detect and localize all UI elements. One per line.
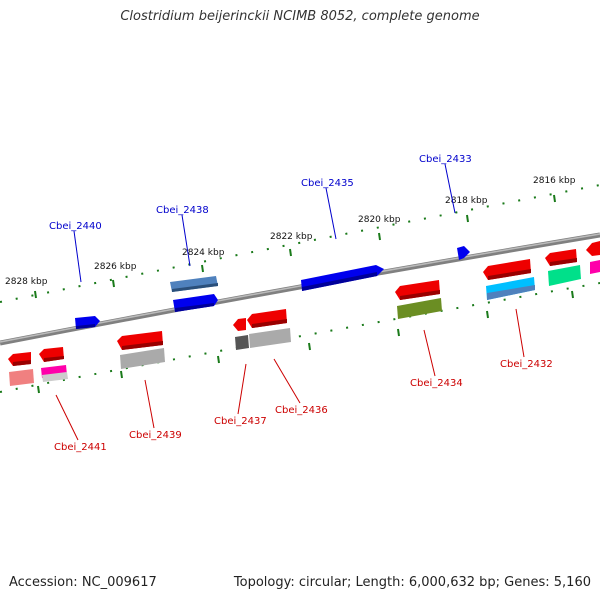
reverse-gene[interactable] (235, 335, 249, 350)
scale-label: 2816 kbp (533, 176, 576, 186)
scale-label: 2828 kbp (5, 277, 48, 287)
reverse-gene[interactable] (395, 280, 440, 300)
forward-gene[interactable] (301, 265, 384, 291)
outer-scale-ring (0, 184, 600, 303)
reverse-gene[interactable] (41, 365, 68, 382)
gene-label-reverse[interactable]: Cbei_2432 (500, 359, 553, 370)
gene-label-reverse[interactable]: Cbei_2441 (54, 442, 107, 453)
scale-label: 2826 kbp (94, 262, 137, 272)
forward-gene[interactable] (173, 294, 218, 312)
reverse-gene[interactable] (8, 352, 31, 366)
major-tick (120, 370, 123, 379)
gene-label-reverse[interactable]: Cbei_2434 (410, 378, 463, 389)
inner-scale-ring (0, 282, 600, 393)
gene-label-forward[interactable]: Cbei_2433 (419, 154, 472, 165)
gene-label-forward[interactable]: Cbei_2440 (49, 221, 102, 232)
major-tick (553, 194, 556, 203)
reverse-gene[interactable] (233, 318, 246, 331)
reverse-gene[interactable] (9, 369, 34, 386)
reverse-gene[interactable] (548, 265, 581, 286)
reverse-gene[interactable] (117, 331, 163, 350)
major-tick (37, 385, 40, 394)
forward-gene[interactable] (170, 276, 218, 292)
gene-label-reverse[interactable]: Cbei_2436 (275, 405, 328, 416)
major-tick (201, 264, 204, 273)
gene-label-reverse[interactable]: Cbei_2439 (129, 430, 182, 441)
reverse-gene[interactable] (586, 241, 600, 274)
gene-label-forward[interactable]: Cbei_2435 (301, 178, 354, 189)
major-tick (112, 279, 115, 288)
reverse-gene[interactable] (397, 298, 442, 319)
reverse-gene[interactable] (486, 277, 535, 300)
major-tick (289, 248, 292, 257)
major-tick (466, 214, 469, 223)
major-tick (378, 232, 381, 241)
reverse-gene[interactable] (483, 259, 531, 280)
reverse-gene[interactable] (120, 348, 165, 369)
reverse-gene[interactable] (247, 309, 287, 328)
scale-label: 2824 kbp (182, 248, 225, 258)
major-tick (397, 328, 400, 337)
scale-label: 2820 kbp (358, 215, 401, 225)
forward-gene[interactable] (457, 246, 470, 260)
scale-label: 2818 kbp (445, 196, 488, 206)
major-tick (486, 310, 489, 319)
map-title: Clostridium beijerinckii NCIMB 8052, com… (120, 9, 480, 24)
accession-text: Accession: NC_009617 (9, 575, 157, 590)
major-tick (571, 290, 574, 299)
major-tick (217, 355, 220, 364)
forward-gene[interactable] (75, 316, 100, 329)
reverse-gene[interactable] (545, 249, 577, 266)
gene-label-forward[interactable]: Cbei_2438 (156, 205, 209, 216)
genome-summary-text: Topology: circular; Length: 6,000,632 bp… (233, 575, 591, 590)
major-tick (34, 290, 37, 299)
major-tick (308, 342, 311, 351)
scale-label: 2822 kbp (270, 232, 313, 242)
reverse-gene[interactable] (249, 328, 291, 348)
reverse-gene[interactable] (39, 347, 64, 362)
gene-label-reverse[interactable]: Cbei_2437 (214, 416, 267, 427)
